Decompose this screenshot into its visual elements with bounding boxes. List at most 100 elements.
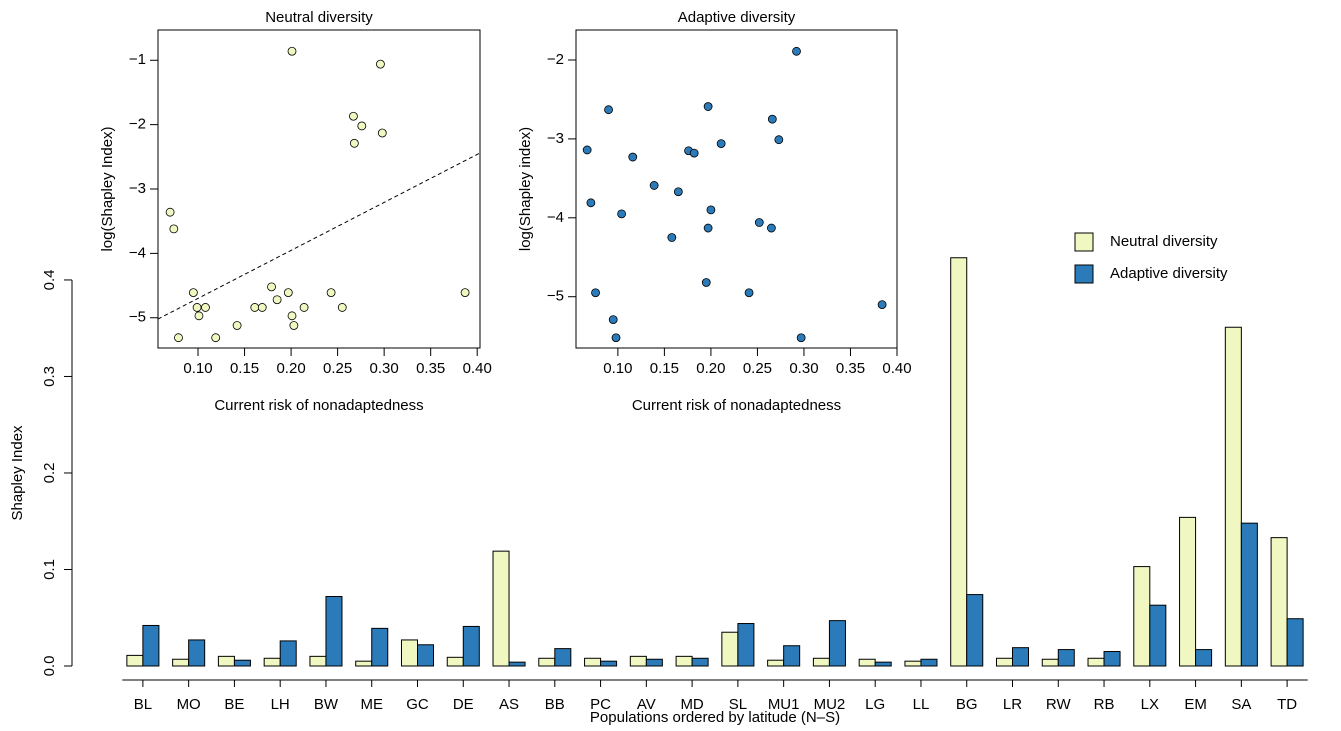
bar: [142, 624, 160, 667]
y-tick-label: 0.1: [41, 559, 58, 580]
point: [604, 105, 613, 115]
x-tick-label: 0.35: [416, 360, 445, 377]
x-tick-label: EM: [1184, 696, 1207, 713]
point: [716, 139, 726, 149]
x-tick-label: LR: [1003, 696, 1022, 713]
chart-title: Neutral diversity: [265, 9, 373, 26]
x-tick-label: LX: [1141, 696, 1159, 713]
point: [267, 282, 276, 292]
bar: [371, 627, 389, 667]
x-axis-label: Current risk of nonadaptedness: [214, 397, 423, 414]
bar: [629, 655, 647, 667]
bar: [1224, 326, 1242, 667]
x-tick-label: 0.30: [370, 360, 399, 377]
point: [357, 121, 367, 131]
x-tick-label: BG: [956, 696, 978, 713]
x-tick-label: 0.30: [789, 360, 818, 377]
x-tick-label: LH: [271, 696, 290, 713]
y-tick-label: 0.0: [41, 656, 58, 677]
bar: [355, 660, 373, 667]
x-tick-label: 0.40: [882, 360, 911, 377]
trend-line: [157, 152, 481, 320]
bar: [1103, 651, 1121, 667]
point: [289, 321, 299, 330]
x-tick-label: 0.20: [696, 360, 725, 377]
point: [283, 288, 293, 298]
point: [192, 303, 202, 312]
bar: [233, 659, 251, 667]
x-tick-label: BW: [314, 696, 339, 713]
x-tick-label: SA: [1231, 696, 1251, 713]
point: [767, 114, 777, 124]
point: [376, 59, 385, 69]
point: [349, 138, 359, 148]
bar: [828, 620, 846, 667]
bar: [675, 655, 693, 667]
bar: [1195, 649, 1213, 667]
y-tick-label: −4: [129, 244, 146, 261]
x-tick-label: DE: [453, 696, 474, 713]
x-tick-label: ME: [360, 696, 383, 713]
x-tick-label: 0.25: [743, 360, 772, 377]
bar: [1240, 522, 1258, 667]
bar: [172, 658, 190, 667]
point: [287, 311, 297, 321]
bar: [645, 658, 663, 667]
x-tick-label: MO: [177, 696, 201, 713]
point: [649, 181, 659, 190]
legend-swatch: [1074, 232, 1094, 252]
point: [460, 288, 470, 298]
y-tick-label: −3: [129, 180, 146, 197]
chart-title: Adaptive diversity: [678, 9, 796, 26]
point: [211, 333, 221, 343]
point: [877, 300, 887, 310]
bar: [874, 661, 892, 667]
x-tick-label: 0.10: [603, 360, 632, 377]
bar: [904, 660, 922, 667]
bar: [721, 631, 739, 667]
point: [754, 218, 764, 227]
point: [201, 303, 210, 312]
bar: [538, 657, 556, 667]
bar: [325, 596, 343, 667]
bar: [446, 656, 464, 667]
bar: [1041, 658, 1059, 667]
bar: [1012, 647, 1030, 667]
point: [689, 148, 699, 158]
point: [766, 223, 776, 233]
point: [299, 303, 309, 312]
point: [586, 198, 596, 208]
bar: [1057, 649, 1075, 667]
point: [169, 224, 179, 234]
point: [703, 223, 713, 233]
x-tick-label: SL: [729, 696, 747, 713]
x-tick-label: 0.15: [650, 360, 679, 377]
legend-label: Adaptive diversity: [1110, 265, 1228, 282]
bar: [508, 661, 526, 667]
x-tick-label: MU2: [814, 696, 846, 713]
y-tick-label: 0.2: [41, 463, 58, 484]
bar: [858, 658, 876, 667]
legend-label: Neutral diversity: [1110, 233, 1218, 250]
x-tick-label: 0.15: [230, 360, 259, 377]
x-tick-label: 0.35: [836, 360, 865, 377]
point: [701, 278, 711, 287]
point: [796, 333, 806, 343]
point: [174, 333, 183, 343]
point: [582, 145, 592, 155]
bar: [1286, 618, 1304, 667]
point: [673, 187, 683, 197]
point: [706, 205, 716, 215]
point: [591, 288, 600, 298]
y-tick-label: −4: [547, 209, 564, 226]
x-tick-label: MD: [680, 696, 703, 713]
x-tick-label: AV: [637, 696, 656, 713]
bar: [600, 660, 618, 667]
bar: [1149, 604, 1167, 667]
bar: [1270, 537, 1288, 667]
bar: [279, 640, 297, 667]
bar: [309, 655, 327, 667]
x-tick-label: 0.40: [463, 360, 492, 377]
x-tick-label: BB: [545, 696, 565, 713]
bar: [920, 658, 938, 667]
